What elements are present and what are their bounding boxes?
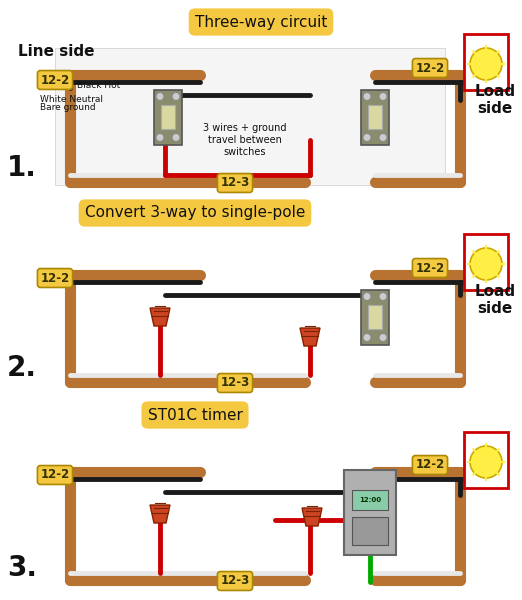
Circle shape [379, 133, 387, 142]
Text: 12-2: 12-2 [416, 61, 445, 74]
Polygon shape [302, 508, 322, 526]
Text: 1.: 1. [7, 154, 37, 182]
Bar [464, 34, 508, 90]
Bar [368, 105, 382, 129]
Bar [361, 89, 389, 145]
Text: Black Hot: Black Hot [77, 82, 120, 91]
Circle shape [470, 48, 502, 80]
Polygon shape [150, 308, 170, 326]
Bar [361, 289, 389, 344]
Circle shape [470, 248, 502, 280]
Circle shape [363, 292, 371, 301]
Circle shape [363, 92, 371, 100]
Text: 12-2: 12-2 [40, 271, 69, 284]
Text: White Neutral: White Neutral [40, 95, 103, 104]
Polygon shape [150, 505, 170, 523]
Circle shape [156, 92, 164, 100]
Circle shape [156, 133, 164, 142]
Text: 12-2: 12-2 [40, 469, 69, 481]
Text: 12-3: 12-3 [220, 575, 250, 587]
Text: 12-2: 12-2 [416, 458, 445, 472]
Text: Bare ground: Bare ground [40, 103, 96, 113]
Polygon shape [300, 328, 320, 346]
Text: 12-3: 12-3 [220, 176, 250, 190]
Text: 12-2: 12-2 [416, 262, 445, 275]
Circle shape [379, 334, 387, 341]
Bar [55, 48, 445, 185]
Bar [464, 432, 508, 488]
Text: 12-2: 12-2 [40, 73, 69, 86]
Text: 2.: 2. [7, 354, 37, 382]
Circle shape [172, 92, 180, 100]
Text: Convert 3-way to single-pole: Convert 3-way to single-pole [85, 205, 305, 220]
Text: 3 wires + ground
travel between
switches: 3 wires + ground travel between switches [203, 124, 287, 157]
Circle shape [379, 92, 387, 100]
Circle shape [363, 133, 371, 142]
Bar [464, 234, 508, 290]
Text: Line side: Line side [18, 44, 94, 59]
Bar [352, 517, 388, 545]
Circle shape [470, 446, 502, 478]
Text: Load
side: Load side [474, 284, 516, 316]
Text: 12:00: 12:00 [359, 497, 381, 503]
Bar [344, 469, 396, 554]
Circle shape [379, 292, 387, 301]
Bar [154, 89, 182, 145]
Bar [352, 490, 388, 509]
Text: 3.: 3. [7, 554, 37, 582]
Text: ST01C timer: ST01C timer [148, 407, 242, 422]
Circle shape [172, 133, 180, 142]
Bar [161, 105, 175, 129]
Circle shape [363, 334, 371, 341]
Text: 12-3: 12-3 [220, 377, 250, 389]
Text: Load
side: Load side [474, 84, 516, 116]
Bar [368, 305, 382, 329]
Text: Three-way circuit: Three-way circuit [195, 14, 327, 29]
